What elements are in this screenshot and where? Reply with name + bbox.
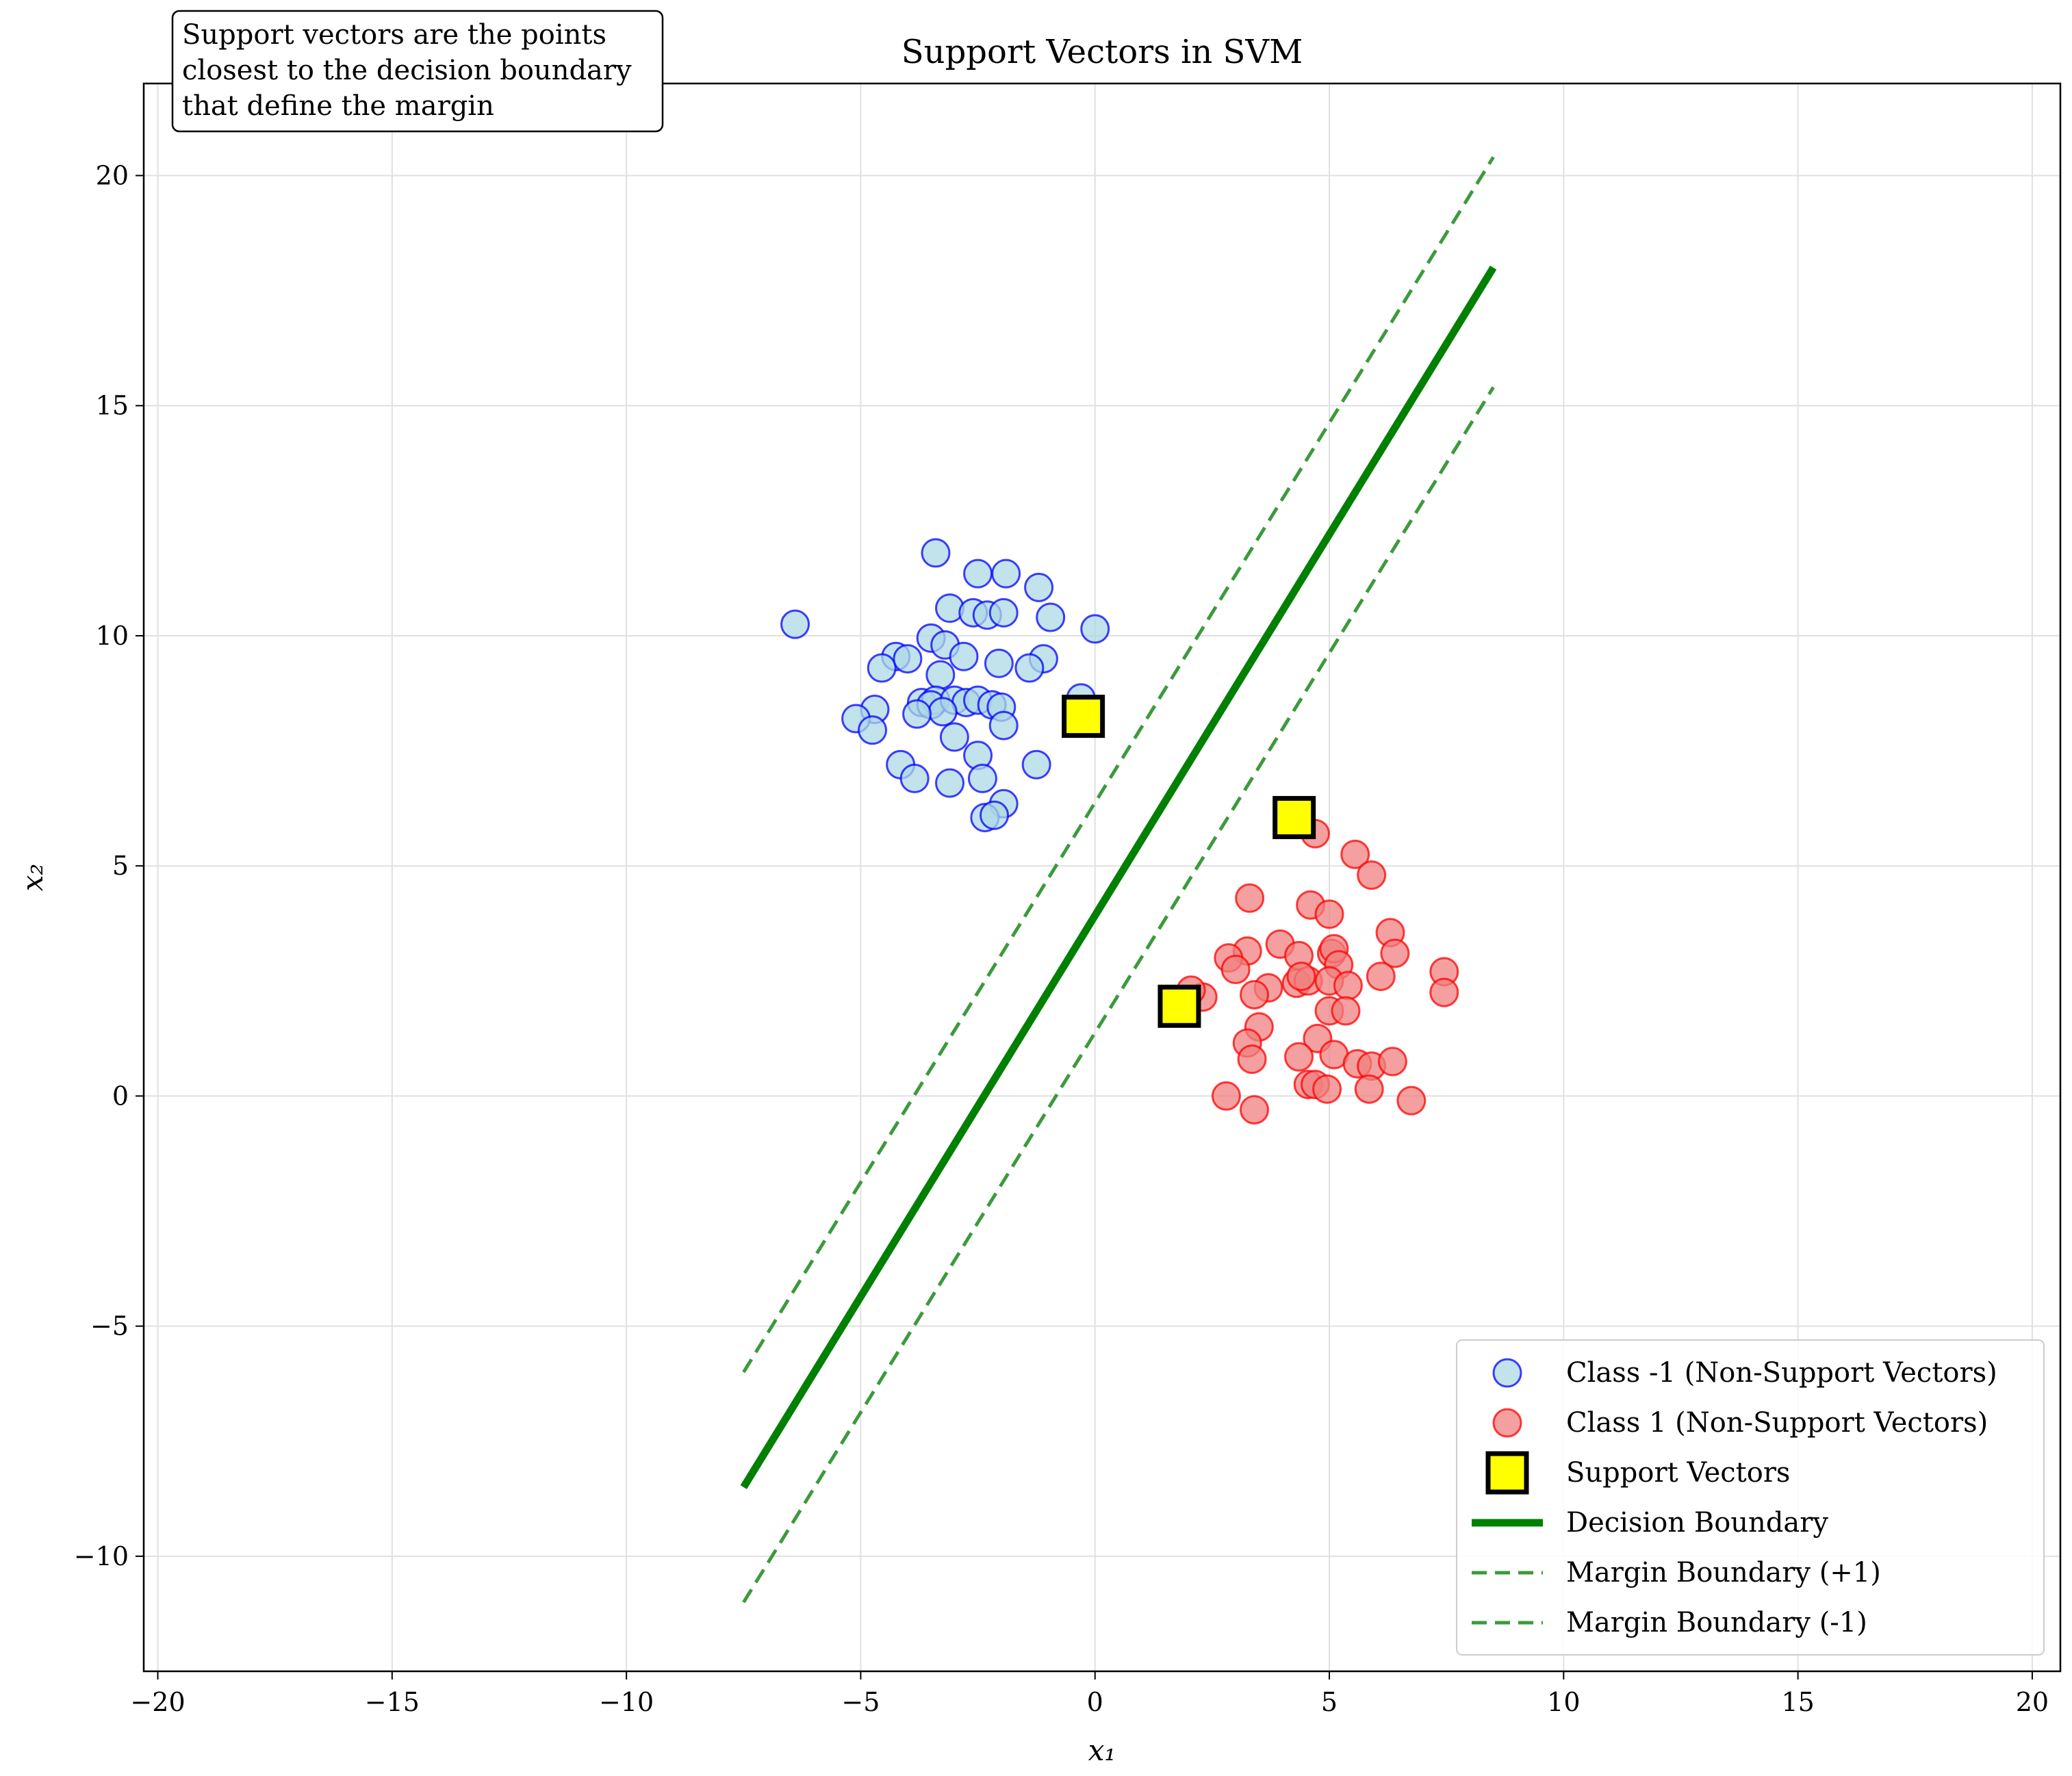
y-tick-label: 0 (112, 1081, 129, 1111)
axis-ticks: −20 −15 −10 −5 0 5 10 15 20 −10 −5 0 5 10 15 20 (74, 160, 2049, 1717)
x-tick-label: −10 (599, 1687, 654, 1717)
y-tick-label: −10 (74, 1541, 129, 1571)
data-point (1021, 749, 1051, 780)
data-point (1396, 1085, 1427, 1116)
margin-boundary-line (742, 386, 1495, 1604)
legend-label: Margin Boundary (-1) (1566, 1607, 1867, 1638)
data-point (1220, 954, 1251, 984)
data-point (1429, 977, 1459, 1007)
data-point (921, 538, 951, 568)
x-tick-label: 20 (2016, 1687, 2049, 1717)
data-point (935, 768, 965, 798)
data-point (893, 644, 923, 674)
data-point (1286, 962, 1316, 992)
data-point (1211, 1081, 1241, 1111)
data-point (1024, 572, 1054, 602)
x-tick-label: 10 (1547, 1687, 1580, 1717)
data-point (963, 558, 993, 589)
data-point (899, 763, 930, 793)
data-point (1380, 938, 1410, 968)
data-point (984, 648, 1014, 678)
annotation-line: closest to the decision boundary (182, 55, 632, 86)
plot-frame (142, 82, 2062, 1673)
data-point (1239, 1095, 1269, 1125)
x-tick-label: 15 (1781, 1687, 1814, 1717)
margin-boundary-line (742, 156, 1495, 1374)
legend: Class -1 (Non-Support Vectors) Class 1 (N… (1456, 1339, 2045, 1656)
data-point (1357, 860, 1387, 890)
data-point (925, 660, 956, 690)
data-point (980, 800, 1010, 830)
data-point (867, 653, 897, 683)
support-vector-marker (1062, 695, 1105, 738)
data-point (1239, 979, 1269, 1009)
support-vector-marker (1157, 984, 1201, 1028)
data-point (1080, 614, 1110, 644)
annotation-line: that define the margin (182, 90, 494, 122)
data-point (939, 722, 969, 752)
data-point (780, 609, 810, 639)
legend-label: Decision Boundary (1566, 1507, 1828, 1539)
data-point (1333, 970, 1363, 1001)
data-point (1036, 602, 1066, 632)
x-tick-label: 5 (1321, 1687, 1338, 1717)
annotation-line: Support vectors are the points (182, 19, 606, 51)
y-axis-label: x₂ (16, 864, 49, 892)
data-point (967, 763, 997, 793)
support-vector-marker (1272, 796, 1316, 840)
legend-label: Class 1 (Non-Support Vectors) (1566, 1407, 1988, 1439)
scatter-points (780, 538, 1459, 1125)
legend-marker (1492, 1358, 1522, 1388)
decision-boundary-line (740, 266, 1497, 1489)
legend-label: Class -1 (Non-Support Vectors) (1566, 1357, 1997, 1389)
data-point (949, 641, 979, 671)
chart-title: Support Vectors in SVM (901, 33, 1303, 71)
data-point (902, 699, 932, 729)
legend-label: Margin Boundary (+1) (1566, 1557, 1881, 1588)
legend-label: Support Vectors (1566, 1457, 1790, 1489)
data-point (1312, 1074, 1342, 1104)
data-point (858, 715, 888, 745)
data-point (1014, 653, 1045, 683)
data-point (1235, 883, 1265, 913)
legend-marker (1485, 1451, 1529, 1495)
data-point (988, 710, 1019, 741)
data-point (1284, 1042, 1314, 1072)
legend-frame (1456, 1339, 2045, 1656)
y-tick-label: 20 (96, 160, 129, 190)
legend-marker (1492, 1408, 1522, 1438)
data-point (991, 558, 1021, 589)
annotation-box: Support vectors are the points closest t… (171, 10, 664, 133)
x-axis-label: x₁ (1088, 1734, 1116, 1767)
annotation-frame (171, 10, 664, 133)
y-tick-label: 5 (112, 851, 129, 881)
data-point (928, 697, 958, 727)
data-point (1340, 839, 1370, 869)
data-point (1331, 996, 1361, 1026)
data-point (1354, 1074, 1384, 1104)
x-tick-label: −20 (130, 1687, 185, 1717)
x-tick-label: −15 (365, 1687, 420, 1717)
y-tick-label: −5 (90, 1311, 129, 1341)
data-point (1366, 962, 1396, 992)
line-series (740, 156, 1497, 1604)
x-tick-label: 0 (1087, 1687, 1103, 1717)
data-point (988, 597, 1019, 628)
data-point (1377, 1046, 1407, 1077)
data-point (1314, 899, 1344, 929)
y-tick-label: 10 (96, 621, 129, 651)
x-tick-label: −5 (841, 1687, 880, 1717)
data-point (1237, 1044, 1267, 1074)
y-tick-label: 15 (96, 391, 129, 421)
